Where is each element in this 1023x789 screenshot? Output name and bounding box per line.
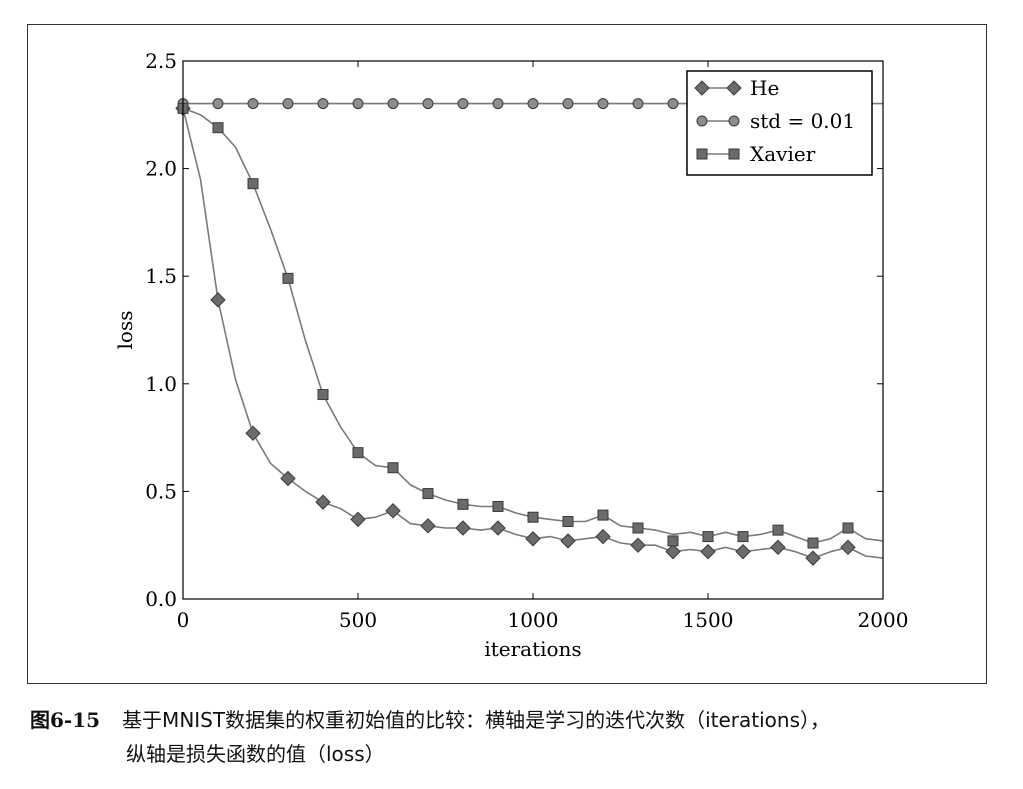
data-point-circle [457,98,469,110]
data-point-diamond [455,520,471,536]
loss-chart: 0 500 1000 1500 2000 0.0 0.5 1.0 1.5 2.0 2.5 itera… [113,49,909,661]
legend-label: std = 0.01 [750,109,855,133]
x-tick-label: 2000 [858,608,909,632]
legend-label: He [750,76,779,100]
data-point-circle [527,98,539,110]
data-point-diamond [770,539,786,556]
legend-marker [696,148,708,160]
legend-marker [728,148,740,160]
data-point-square [737,531,749,543]
data-point-circle [352,98,364,110]
data-point-diamond [665,543,681,560]
data-point-square [667,535,679,547]
data-point-diamond [350,511,366,528]
legend-label: Xavier [750,142,816,166]
data-point-square [772,524,784,536]
legend-marker [728,115,740,127]
data-point-diamond [805,550,821,566]
data-point-square [597,509,609,521]
data-point-diamond [630,537,646,553]
data-point-diamond [210,292,226,308]
x-tick-label: 500 [339,608,377,632]
data-point-circle [282,98,294,110]
data-point-diamond [840,539,856,556]
legend-marker [694,80,710,96]
data-point-diamond [280,470,296,487]
data-point-circle [247,98,259,110]
data-point-square [247,178,259,190]
data-point-circle [632,98,644,110]
data-point-circle [492,98,504,110]
data-point-square [457,498,469,510]
data-point-diamond [315,494,331,510]
y-axis-label: loss [113,311,137,350]
caption-line-2: 纵轴是损失函数的值（loss） [126,742,385,766]
data-point-diamond [245,425,261,442]
data-point-diamond [700,543,716,560]
data-point-circle [422,98,434,110]
data-point-square [842,522,854,534]
data-point-square [317,389,329,401]
data-point-diamond [560,533,576,549]
y-tick-label: 0.5 [145,479,177,503]
x-tick-label: 1000 [508,608,559,632]
data-point-square [352,447,364,459]
plot-area-frame [182,60,884,600]
y-tick-label: 2.5 [145,49,177,73]
y-tick-label: 0.0 [145,587,177,611]
legend-marker [726,80,742,96]
data-point-diamond [595,528,611,545]
figure-caption: 图6-15 基于MNIST数据集的权重初始值的比较：横轴是学习的迭代次数（iter… [30,703,1005,771]
data-point-square [212,122,224,134]
data-point-circle [667,98,679,110]
data-point-circle [387,98,399,110]
data-point-diamond [735,543,751,560]
legend: He std = 0.01 Xavier [686,70,873,176]
series-line-diamond [182,108,884,559]
data-point-diamond [385,503,401,519]
legend-marker [696,115,708,127]
data-point-square [702,531,714,543]
y-tick-label: 1.5 [145,264,177,288]
caption-line-1: 基于MNIST数据集的权重初始值的比较：横轴是学习的迭代次数（iteration… [122,708,831,732]
data-point-square [422,488,434,500]
y-tick-label: 1.0 [145,372,177,396]
data-point-circle [562,98,574,110]
data-point-square [527,511,539,523]
data-point-circle [317,98,329,110]
figure-frame: 0 500 1000 1500 2000 0.0 0.5 1.0 1.5 2.0 2.5 itera… [27,24,987,684]
x-tick-label: 1500 [683,608,734,632]
data-point-square [562,516,574,528]
figure-number: 图6-15 [30,708,101,732]
x-tick-label: 0 [177,608,190,632]
data-point-circle [212,98,224,110]
data-point-circle [597,98,609,110]
data-point-square [807,537,819,549]
y-tick-label: 2.0 [145,157,177,181]
data-point-square [282,272,294,284]
data-point-square [632,522,644,534]
data-point-diamond [525,531,541,547]
data-point-square [492,500,504,512]
x-axis-label: iterations [484,637,581,661]
data-point-diamond [490,520,506,536]
data-point-diamond [420,518,436,534]
data-point-square [387,462,399,474]
